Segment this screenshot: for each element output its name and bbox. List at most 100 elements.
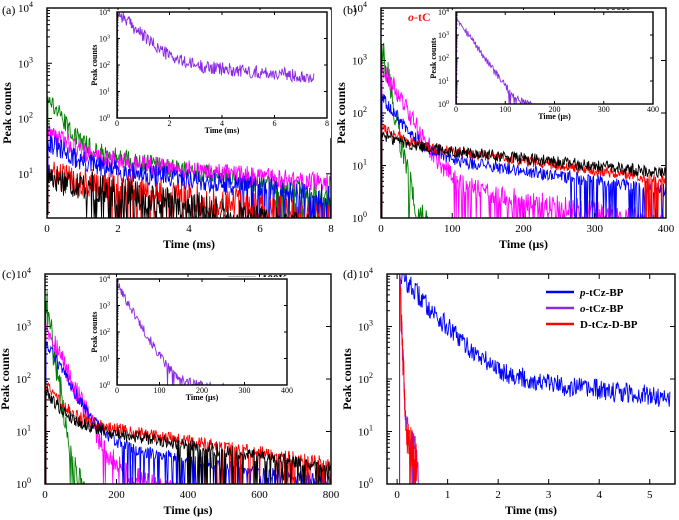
legend-label-part: D-tCz-D-BP — [580, 319, 638, 331]
inset-y-tick-exp: 0 — [446, 100, 449, 106]
inset-x-tick-label: 8 — [325, 119, 329, 128]
inset-y-tick-base: 10 — [99, 275, 107, 284]
inset-y-tick-base: 10 — [438, 100, 446, 109]
inset-y-tick-base: 10 — [438, 31, 446, 40]
inset-x-tick-label: 0 — [115, 119, 119, 128]
y-tick-exp: 0 — [369, 476, 373, 485]
inset-y-tick-exp: 3 — [107, 302, 110, 308]
y-axis-title: Peak counts — [340, 348, 354, 410]
legend-label: o-tCz-BP — [580, 303, 624, 315]
y-tick-base: 10 — [352, 56, 364, 68]
legend-label: D-tCz-D-BP — [580, 319, 638, 331]
y-tick-exp: 3 — [27, 319, 31, 328]
inset-y-tick-label: 103 — [99, 302, 110, 311]
x-tick-label: 2 — [115, 223, 121, 235]
x-axis-title: Time (ms) — [163, 237, 215, 251]
legend-label-part: -tCz-BP — [586, 303, 624, 315]
y-tick-exp: 2 — [369, 371, 373, 380]
inset-x-tick-label: 100 — [154, 386, 166, 395]
series-group — [399, 274, 671, 484]
x-axis-title: Time (μs) — [164, 503, 213, 517]
inset-x-axis-title: Time (μs) — [186, 393, 219, 402]
inset-y-tick-label: 103 — [99, 35, 110, 44]
y-tick-base: 10 — [16, 322, 28, 334]
y-tick-label: 102 — [358, 371, 373, 386]
y-tick-exp: 3 — [369, 319, 373, 328]
panel-label: (a) — [2, 3, 15, 17]
inset-y-tick-label: 104 — [99, 8, 110, 17]
y-axis-title: Peak counts — [0, 348, 12, 410]
legend: p-tCz-BP o-tCz-BP D-tCz-D-BP — [546, 287, 638, 331]
inset-x-tick-label: 400 — [281, 386, 293, 395]
y-tick-base: 10 — [358, 322, 370, 334]
y-tick-label: 104 — [16, 266, 31, 281]
inset-y-tick-base: 10 — [438, 8, 446, 17]
y-tick-exp: 3 — [29, 55, 33, 64]
inset-x-tick-label: 4 — [220, 119, 224, 128]
x-tick-label: 400 — [658, 223, 675, 235]
x-tick-label: 0 — [44, 223, 50, 235]
y-tick-label: 103 — [16, 319, 31, 334]
x-tick-label: 300 — [587, 223, 604, 235]
inset-y-tick-base: 10 — [99, 381, 107, 390]
y-tick-base: 10 — [16, 427, 28, 439]
inset-series-group — [456, 16, 653, 104]
y-tick-label: 100 — [16, 476, 31, 491]
inset-x-tick-label: 0 — [454, 105, 458, 114]
inset-y-tick-label: 102 — [99, 61, 110, 70]
series-200K — [381, 93, 666, 218]
inset-x-tick-label: 200 — [196, 386, 208, 395]
series-D-tCz-D-BP — [399, 274, 418, 484]
y-tick-base: 10 — [352, 161, 364, 173]
inset-y-tick-exp: 0 — [107, 114, 110, 120]
y-tick-base: 10 — [16, 374, 28, 386]
y-tick-label: 102 — [18, 111, 33, 126]
y-tick-base: 10 — [352, 3, 364, 15]
inset-y-tick-label: 102 — [438, 54, 449, 63]
x-tick-label: 800 — [323, 489, 340, 501]
x-tick-label: 100 — [444, 223, 461, 235]
inset-background — [430, 10, 657, 124]
y-tick-exp: 1 — [369, 424, 373, 433]
x-tick-label: 4 — [186, 223, 192, 235]
y-tick-label: 103 — [352, 53, 367, 68]
inset-x-tick-label: 100 — [499, 105, 511, 114]
inset-y-tick-exp: 4 — [446, 8, 449, 14]
inset-y-tick-base: 10 — [99, 355, 107, 364]
inset-y-tick-label: 100 — [99, 381, 110, 390]
x-axis-title: Time (μs) — [499, 237, 548, 251]
y-tick-exp: 0 — [363, 210, 367, 219]
y-tick-base: 10 — [358, 374, 370, 386]
y-tick-base: 10 — [358, 479, 370, 491]
y-axis-title: Peak counts — [0, 82, 14, 144]
inset-y-tick-exp: 3 — [446, 31, 449, 37]
panel-label: (d) — [343, 267, 357, 281]
legend-label: p-tCz-BP — [579, 287, 624, 299]
y-tick-label: 102 — [16, 371, 31, 386]
y-tick-exp: 1 — [27, 424, 31, 433]
series-250K — [45, 322, 331, 484]
y-tick-exp: 2 — [27, 371, 31, 380]
x-tick-label: 200 — [108, 489, 125, 501]
inset-y-axis-title: Peak counts — [90, 44, 99, 85]
y-tick-exp: 2 — [363, 105, 367, 114]
inset-y-tick-exp: 1 — [107, 88, 110, 94]
x-tick-label: 0 — [378, 223, 384, 235]
inset-x-tick-label: 300 — [239, 386, 251, 395]
x-axis-title: Time (ms) — [505, 503, 557, 517]
inset-y-tick-base: 10 — [99, 114, 107, 123]
series-100K — [45, 388, 331, 484]
inset-series — [456, 16, 653, 104]
series-p-tCz-BP — [399, 274, 671, 484]
y-tick-label: 101 — [18, 166, 33, 181]
inset-x-axis-title: Time (μs) — [538, 112, 571, 121]
series-250K — [47, 125, 331, 215]
inset-y-axis-title: Peak counts — [429, 37, 438, 78]
inset-y-tick-base: 10 — [438, 54, 446, 63]
y-tick-label: 103 — [358, 319, 373, 334]
x-tick-label: 0 — [42, 489, 48, 501]
